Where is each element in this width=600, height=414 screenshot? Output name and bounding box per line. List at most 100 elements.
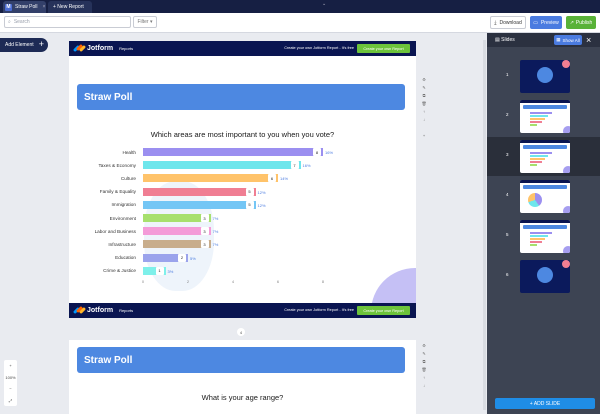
bar: 6 [143, 174, 278, 183]
move-down-icon[interactable]: ↓ [423, 117, 425, 122]
jotform-logo-icon [72, 305, 87, 315]
canvas-scrollbar[interactable] [483, 40, 486, 410]
percentage-label: 14% [280, 176, 289, 182]
fit-screen-icon[interactable]: ⤢ [8, 397, 13, 403]
slide-thumbnail-5[interactable]: 5 [487, 217, 600, 256]
page-marker: 4 [237, 328, 245, 336]
delete-icon[interactable]: 🗑 [421, 101, 427, 106]
paint-icon[interactable]: ✎ [422, 85, 426, 90]
section-label: Reports [119, 308, 134, 313]
section-label: Reports [119, 46, 134, 51]
move-up-icon[interactable]: ↑ [423, 375, 425, 380]
slide-thumbnail-6[interactable]: 6 [487, 257, 600, 296]
chevron-down-icon[interactable]: ⌄ [322, 1, 327, 7]
slide-3[interactable]: Jotform Reports Create your own Jotform … [69, 41, 416, 318]
x-tick-label: 8 [322, 280, 324, 284]
slide-thumbnail-2[interactable]: 2 [487, 97, 600, 136]
category-label: Immigration [111, 202, 137, 208]
zoom-level: 100% [5, 374, 16, 380]
settings-icon[interactable]: ⚙ [422, 343, 426, 348]
grid-icon: ▦ [556, 37, 561, 42]
slide-thumbnail-3[interactable]: 3 [487, 137, 600, 176]
slide-preview [520, 140, 570, 173]
bar: 5 [143, 200, 256, 209]
search-input[interactable]: ⌕ Search [4, 16, 131, 28]
download-label: Download [499, 19, 522, 26]
bar: 3 [143, 214, 211, 222]
slide-number: 5 [506, 232, 509, 237]
bar-value-label: 3 [200, 214, 209, 222]
bar: 7 [143, 161, 301, 170]
slide-4[interactable]: Straw Poll What is your age range? [69, 340, 416, 414]
filter-dropdown[interactable]: Filter ▾ [133, 16, 157, 28]
publish-label: Publish [575, 19, 593, 26]
slide-tools: ⚙ ✎ ⧉ 🗑 ↑ ↓ [420, 343, 428, 388]
slide-footer: Jotform Reports Create your own Jotform … [69, 303, 416, 318]
bar: 3 [143, 240, 211, 249]
slides-panel-header: ▤ Slides [487, 33, 600, 47]
create-report-button[interactable]: Create your own Report [357, 44, 410, 53]
add-element-label: Add Element [5, 42, 34, 48]
percentage-label: 16% [302, 163, 311, 169]
show-all-button[interactable]: ▦ Show All [554, 35, 582, 45]
category-label: Education [115, 255, 136, 261]
slide-title: Straw Poll [77, 347, 405, 373]
publish-button[interactable]: ↗ Publish [566, 16, 596, 29]
category-label: Labor and Business [94, 228, 136, 234]
add-element-button[interactable]: Add Element + [0, 38, 48, 52]
delete-icon[interactable]: 🗑 [421, 367, 427, 372]
tab-label: Straw Poll [15, 4, 38, 10]
percentage-label: 7% [212, 229, 219, 235]
paint-icon[interactable]: ✎ [422, 351, 426, 356]
chart-title: What is your age range? [201, 393, 284, 402]
bar-value-label: 1 [155, 266, 164, 275]
brand-name: Jotform [87, 307, 114, 314]
slide-preview [520, 220, 570, 253]
slides-title: ▤ Slides [495, 37, 515, 43]
close-icon[interactable]: × [42, 4, 46, 10]
percentage-label: 7% [212, 242, 219, 248]
slide-preview [520, 180, 570, 213]
category-label: Infrastructure [108, 241, 136, 247]
percentage-label: 16% [325, 150, 334, 155]
slide-preview [520, 100, 570, 133]
layers-icon: ▤ [495, 37, 502, 43]
copy-icon[interactable]: ⧉ [422, 93, 426, 98]
download-button[interactable]: ⤓ Download [490, 16, 526, 29]
bar-value-label: 5 [245, 200, 254, 209]
cta-text: Create your own Jotform Report - It's fr… [284, 308, 354, 312]
add-slide-button[interactable]: + ADD SLIDE [495, 398, 595, 409]
zoom-in-icon[interactable]: + [9, 363, 12, 369]
jotform-m-icon: M [5, 3, 12, 11]
slide-thumbnail-1[interactable]: 1 [487, 57, 600, 96]
move-up-icon[interactable]: ↑ [423, 109, 425, 114]
category-label: Family & Equality [99, 189, 136, 195]
slide-number: 4 [506, 192, 509, 197]
bar-value-label: 5 [245, 187, 254, 196]
copy-icon[interactable]: ⧉ [422, 359, 426, 364]
add-icon[interactable]: + [422, 133, 426, 138]
bar-value-label: 7 [290, 161, 299, 170]
preview-label: Preview [540, 19, 559, 26]
tab-label: + New Report [53, 4, 84, 10]
cta-text: Create your own Jotform Report - It's fr… [284, 46, 354, 50]
bar-value-label: 3 [200, 240, 209, 249]
settings-icon[interactable]: ⚙ [422, 77, 426, 82]
preview-button[interactable]: ▭ Preview [530, 16, 562, 29]
category-label: Environment [109, 215, 136, 221]
category-label: Health [122, 149, 136, 155]
move-down-icon[interactable]: ↓ [423, 383, 425, 388]
x-tick-label: 0 [142, 280, 144, 284]
bar-value-label: 8 [313, 148, 321, 156]
bar: 3 [143, 227, 211, 236]
tab-new-report[interactable]: + New Report [48, 1, 92, 13]
create-report-button[interactable]: Create your own Report [357, 306, 410, 315]
browser-tab-bar [0, 0, 600, 13]
jotform-logo-icon [72, 43, 87, 53]
close-icon[interactable]: × [586, 35, 592, 45]
brand-name: Jotform [87, 45, 114, 52]
zoom-out-icon[interactable]: − [9, 386, 12, 392]
slide-thumbnail-4[interactable]: 4 [487, 177, 600, 216]
category-label: Culture [120, 175, 136, 181]
tab-straw-poll[interactable]: M Straw Poll × [3, 1, 46, 13]
